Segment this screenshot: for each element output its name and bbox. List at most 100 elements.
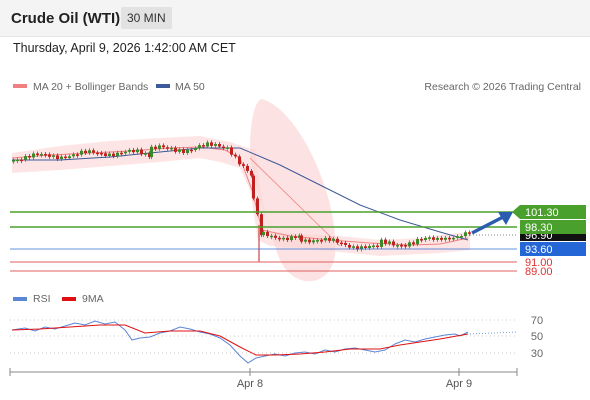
candle-body xyxy=(56,155,59,160)
candle-body xyxy=(340,242,343,245)
x-label-apr-8: Apr 8 xyxy=(237,378,263,390)
candle-body xyxy=(298,235,301,238)
candle-body xyxy=(234,154,237,157)
candle-body xyxy=(332,238,335,241)
price-tag-91-00: 91.00 xyxy=(525,257,553,269)
price-tag-101-30: 101.30 xyxy=(512,205,586,219)
candle-body xyxy=(108,153,111,156)
candle-body xyxy=(328,237,331,241)
candle-body xyxy=(312,240,315,243)
candle-body xyxy=(194,148,197,151)
candle-body xyxy=(416,239,419,245)
candle-body xyxy=(364,246,367,248)
candle-body xyxy=(464,232,467,237)
candle-body xyxy=(388,241,391,244)
candle-body xyxy=(20,159,23,162)
candle-body xyxy=(132,149,135,153)
candle-body xyxy=(270,235,273,238)
candle-body xyxy=(36,153,39,156)
candle-body xyxy=(80,150,83,155)
candle-body xyxy=(150,146,153,158)
price-tag-98-30: 98.30 xyxy=(520,220,586,234)
rsi-line xyxy=(11,320,469,364)
candle-body xyxy=(352,246,355,248)
candle-body xyxy=(316,240,319,242)
candle-body xyxy=(52,155,55,157)
candle-body xyxy=(218,144,221,147)
candle-body xyxy=(128,149,131,152)
rsi-legend-label: RSI xyxy=(33,293,51,305)
candle-body xyxy=(456,236,459,238)
candle-body xyxy=(404,245,407,247)
candle-body xyxy=(92,150,95,153)
candle-body xyxy=(440,237,443,240)
candle-body xyxy=(368,245,371,248)
candle-body xyxy=(32,153,35,158)
ma50-legend-swatch xyxy=(156,84,170,88)
timeframe-badge[interactable]: 30 MIN xyxy=(121,7,172,29)
tag-label: 93.60 xyxy=(525,244,553,256)
candle-body xyxy=(210,142,213,146)
ma20-line xyxy=(11,146,469,246)
candle-body xyxy=(76,154,79,156)
candle-body xyxy=(206,142,209,147)
candle-body xyxy=(198,145,201,149)
candle-body xyxy=(88,150,91,153)
candle-body xyxy=(116,152,119,157)
candle-body xyxy=(214,144,217,146)
candle-body xyxy=(178,149,181,152)
candle-body xyxy=(242,164,245,166)
candle-body xyxy=(40,154,43,156)
candle-body xyxy=(324,237,327,241)
candle-body xyxy=(226,147,229,149)
candle-body xyxy=(448,237,451,240)
candle-body xyxy=(48,154,51,157)
ma20-legend-label: MA 20 + Bollinger Bands xyxy=(33,81,148,93)
candle-body xyxy=(252,175,255,199)
forecast-arrow xyxy=(471,212,513,235)
rsi-legend-swatch xyxy=(13,297,27,301)
ma50-legend-label: MA 50 xyxy=(175,81,205,93)
candle-body xyxy=(140,149,143,155)
candle-body xyxy=(290,236,293,241)
candle-body xyxy=(278,237,281,240)
candle-body xyxy=(392,241,395,246)
candle-body xyxy=(144,153,147,155)
candle-body xyxy=(262,231,265,236)
x-label-apr-9: Apr 9 xyxy=(446,378,472,390)
candle-body xyxy=(136,149,139,153)
candle-body xyxy=(274,235,277,238)
forecast-ellipse xyxy=(250,99,336,282)
candle-body xyxy=(436,237,439,240)
candle-body xyxy=(24,156,27,160)
candle-body xyxy=(468,232,471,234)
candle-body xyxy=(260,214,263,236)
candle-body xyxy=(96,152,99,155)
candle-body xyxy=(60,156,63,160)
candle-body xyxy=(12,160,15,162)
candle-body xyxy=(444,237,447,240)
candle-body xyxy=(460,236,463,238)
candle-body xyxy=(304,239,307,242)
candle-body xyxy=(124,151,127,154)
candle-body xyxy=(428,237,431,239)
candle-body xyxy=(162,145,165,148)
candle-body xyxy=(230,147,233,155)
candle-body xyxy=(186,149,189,154)
candle-body xyxy=(84,150,87,153)
candle-body xyxy=(376,245,379,248)
candle-body xyxy=(238,156,241,165)
candle-body xyxy=(44,154,47,156)
candle-body xyxy=(300,235,303,242)
candle-body xyxy=(174,147,177,152)
candle-body xyxy=(104,153,107,156)
candle-body xyxy=(336,238,339,243)
candle-body xyxy=(308,239,311,243)
candle-body xyxy=(16,159,19,162)
price-tag-93-60: 93.60 xyxy=(520,242,586,256)
candle-body xyxy=(348,244,351,248)
candle-body xyxy=(166,147,169,149)
tag-label: 98.30 xyxy=(525,222,553,234)
candle-body xyxy=(432,237,435,240)
